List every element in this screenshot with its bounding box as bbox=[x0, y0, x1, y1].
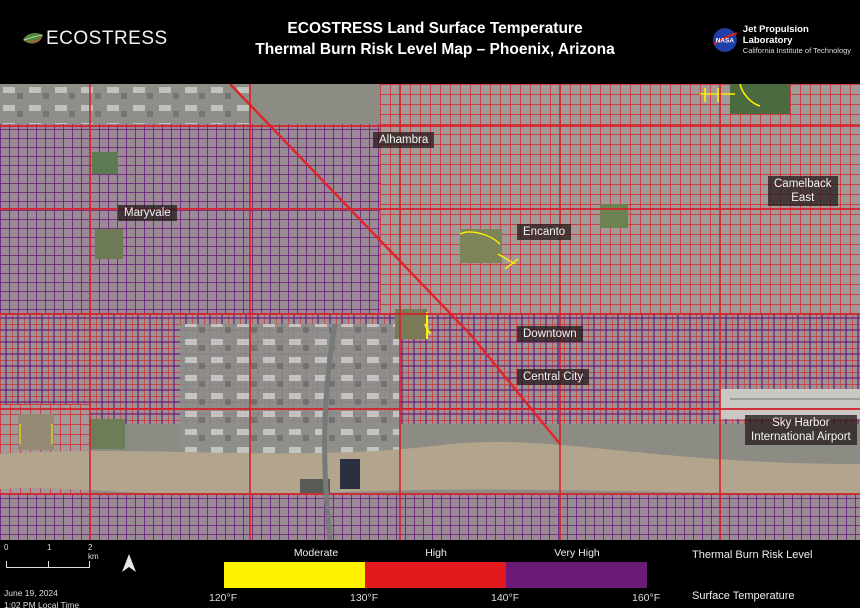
map-view[interactable]: Alhambra Maryvale Camelback East Encanto… bbox=[0, 84, 860, 540]
legend-swatch-very-high bbox=[506, 562, 647, 588]
footer: 0 1 2 km June 19, 2024 1:02 PM Local Tim… bbox=[0, 540, 860, 608]
legend-color-bar bbox=[224, 562, 647, 588]
north-arrow-icon bbox=[122, 554, 136, 572]
scale-mid-tick bbox=[48, 561, 49, 568]
legend-swatch-moderate bbox=[224, 562, 365, 588]
title-line-1: ECOSTRESS Land Surface Temperature bbox=[287, 20, 583, 37]
header: ECOSTRESS ECOSTRESS Land Surface Tempera… bbox=[0, 0, 860, 84]
legend-tick-160: 160°F bbox=[632, 592, 661, 604]
nasa-meatball-icon: NASA bbox=[712, 27, 738, 52]
legend-tick-140: 140°F bbox=[491, 592, 520, 604]
scale-tick-2: 2 km bbox=[88, 543, 99, 561]
jpl-subtitle: California Institute of Technology bbox=[742, 46, 852, 55]
scale-tick-0: 0 bbox=[4, 543, 9, 552]
legend-title: Thermal Burn Risk Level bbox=[692, 549, 813, 561]
label-sky-harbor: Sky Harbor International Airport bbox=[745, 415, 857, 445]
label-camelback-east: Camelback East bbox=[768, 176, 838, 206]
satellite-basemap bbox=[0, 84, 860, 540]
ecostress-logo-text: ECOSTRESS bbox=[46, 28, 168, 49]
acquisition-date: June 19, 2024 bbox=[4, 588, 58, 598]
scale-tick-1: 1 bbox=[47, 543, 52, 552]
map-title: ECOSTRESS Land Surface Temperature Therm… bbox=[220, 18, 650, 60]
legend-label-high: High bbox=[425, 547, 447, 559]
legend: Moderate High Very High 120°F 130°F 140°… bbox=[209, 540, 660, 608]
leaf-icon bbox=[23, 32, 43, 44]
legend-label-very-high: Very High bbox=[554, 547, 600, 559]
legend-tick-120: 120°F bbox=[209, 592, 238, 604]
acquisition-time: 1:02 PM Local Time bbox=[4, 600, 80, 608]
legend-label-moderate: Moderate bbox=[293, 547, 339, 559]
label-central-city: Central City bbox=[517, 369, 590, 385]
title-line-2: Thermal Burn Risk Level Map – Phoenix, A… bbox=[255, 41, 615, 58]
jpl-logo: NASA Jet Propulsion Laboratory Californi… bbox=[712, 24, 860, 55]
legend-tick-130: 130°F bbox=[350, 592, 379, 604]
svg-text:NASA: NASA bbox=[716, 37, 735, 44]
label-encanto: Encanto bbox=[517, 224, 572, 240]
ecostress-logo: ECOSTRESS bbox=[22, 28, 168, 50]
scale-bar: 0 1 2 km bbox=[4, 543, 104, 573]
label-alhambra: Alhambra bbox=[373, 132, 435, 148]
label-maryvale: Maryvale bbox=[118, 205, 177, 221]
legend-swatch-high bbox=[365, 562, 506, 588]
label-downtown: Downtown bbox=[517, 326, 583, 342]
legend-subtitle: Surface Temperature bbox=[692, 590, 795, 602]
jpl-name: Jet Propulsion Laboratory bbox=[742, 24, 809, 46]
